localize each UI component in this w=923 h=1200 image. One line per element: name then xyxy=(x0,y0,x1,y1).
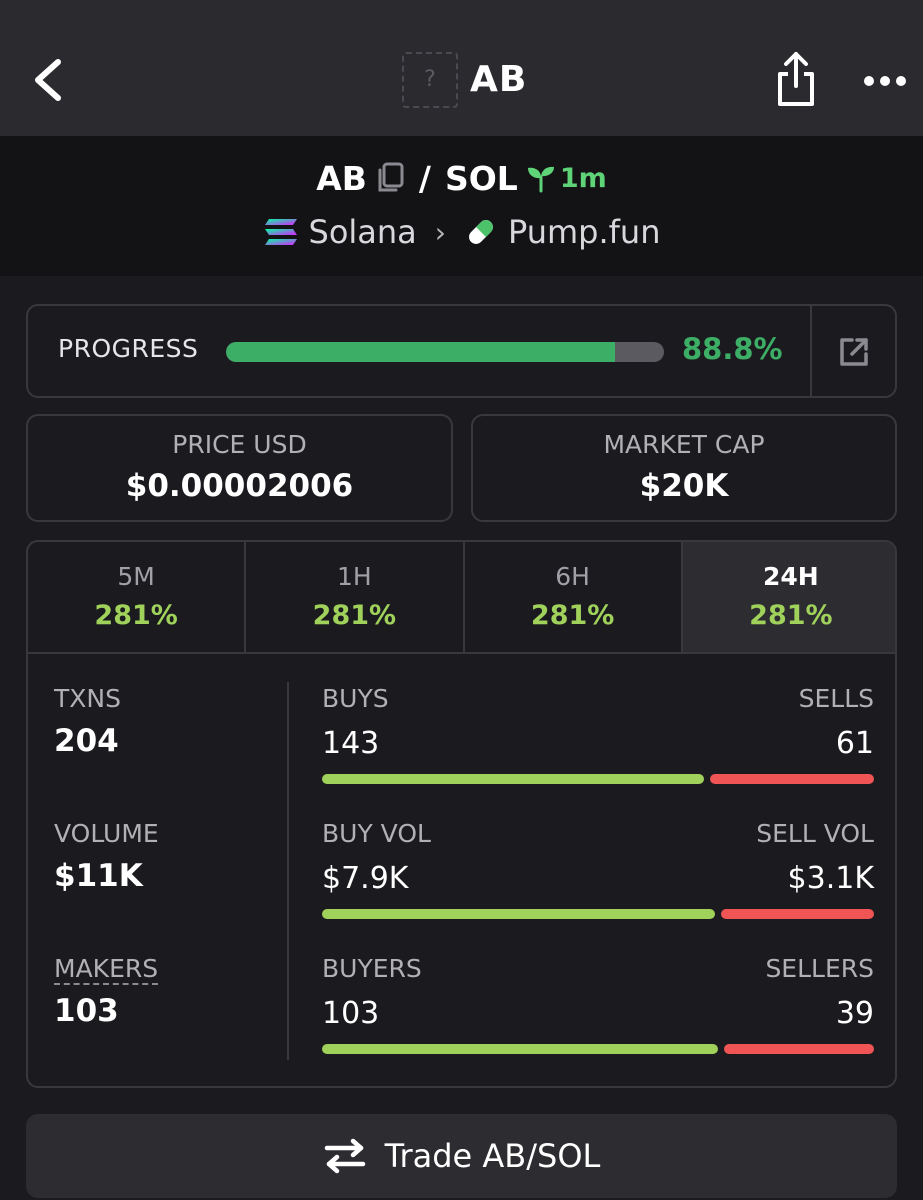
sell-bar xyxy=(724,1044,874,1054)
pair-separator: / xyxy=(418,158,431,198)
sells-value: 61 xyxy=(835,726,874,761)
sellers-label: SELLERS xyxy=(765,954,874,983)
back-button[interactable] xyxy=(28,52,72,108)
age-text: 1m xyxy=(559,162,607,194)
share-button[interactable] xyxy=(770,48,822,110)
sell-vol-label: SELL VOL xyxy=(756,819,874,848)
buys-sells-bar xyxy=(322,774,874,784)
market-cap-label: MARKET CAP xyxy=(603,430,765,459)
buy-sell-volume-row: BUY VOL SELL VOL $7.9K $3.1K xyxy=(322,819,874,929)
tab-label: 5M xyxy=(117,562,155,591)
sell-bar xyxy=(710,774,874,784)
solana-logo-icon xyxy=(264,219,297,245)
buyers-value: 103 xyxy=(322,996,380,1031)
sprout-icon xyxy=(527,166,554,193)
external-link-icon xyxy=(840,338,868,366)
buys-label: BUYS xyxy=(322,684,389,713)
market-cap-value: $20K xyxy=(639,468,729,504)
progress-label: PROGRESS xyxy=(58,334,199,363)
price-value: $0.00002006 xyxy=(125,468,354,504)
tab-change: 281% xyxy=(312,600,397,631)
progress-value: 88.8% xyxy=(682,332,783,366)
chevron-right-icon: › xyxy=(434,215,446,249)
base-symbol: AB xyxy=(316,158,367,198)
page-title: AB xyxy=(470,59,528,100)
tab-6h[interactable]: 6H 281% xyxy=(465,542,683,652)
copy-icon[interactable] xyxy=(375,161,405,195)
divider xyxy=(810,306,812,396)
buys-value: 143 xyxy=(322,726,380,761)
sell-vol-value: $3.1K xyxy=(787,861,874,896)
chain-link[interactable]: Solana xyxy=(308,213,417,251)
sell-bar xyxy=(721,909,874,919)
pair-age: 1m xyxy=(526,163,607,194)
tab-label: 24H xyxy=(763,562,819,591)
progress-bar xyxy=(226,342,664,362)
tab-change: 281% xyxy=(94,600,178,631)
buyers-sellers-row: BUYERS SELLERS 103 39 xyxy=(322,954,874,1064)
tab-change: 281% xyxy=(749,600,833,631)
tab-5m[interactable]: 5M 281% xyxy=(28,542,247,652)
txns-label: TXNS xyxy=(54,684,121,713)
more-options-button[interactable] xyxy=(862,66,908,96)
more-dots-icon xyxy=(864,76,906,86)
tab-1h[interactable]: 1H 281% xyxy=(246,542,465,652)
buy-vol-value: $7.9K xyxy=(322,861,409,896)
price-label: PRICE USD xyxy=(172,430,307,459)
buy-sell-volume-bar xyxy=(322,909,874,919)
buyers-sellers-bar xyxy=(322,1044,874,1054)
pill-icon xyxy=(469,220,493,244)
makers-metric: MAKERS 103 xyxy=(54,954,284,1029)
dex-link[interactable]: Pump.fun xyxy=(507,213,661,251)
tab-label: 6H xyxy=(555,562,590,591)
buy-bar xyxy=(322,774,704,784)
tab-24h[interactable]: 24H 281% xyxy=(682,542,895,652)
tab-label: 1H xyxy=(337,562,372,591)
sells-label: SELLS xyxy=(798,684,874,713)
token-thumbnail: ? xyxy=(402,52,458,108)
quote-symbol: SOL xyxy=(444,158,518,198)
swap-arrows-icon xyxy=(324,1138,365,1174)
progress-card: PROGRESS 88.8% xyxy=(26,304,897,398)
market-cap-card: MARKET CAP $20K xyxy=(471,414,897,522)
pair-header: AB / SOL 1m xyxy=(0,136,923,276)
buy-vol-label: BUY VOL xyxy=(322,819,431,848)
breadcrumb: Solana › Pump.fun xyxy=(0,210,923,254)
timeframe-tabs: 5M 281% 1H 281% 6H 281% 24H 281% xyxy=(28,542,895,654)
top-bar: ? AB xyxy=(0,0,923,136)
buy-bar xyxy=(322,909,715,919)
txns-value: 204 xyxy=(54,723,119,759)
price-usd-card: PRICE USD $0.00002006 xyxy=(26,414,453,522)
volume-metric: VOLUME $11K xyxy=(54,819,284,894)
stats-card: 5M 281% 1H 281% 6H 281% 24H 281% TXNS 20… xyxy=(26,540,897,1088)
external-link-button[interactable] xyxy=(836,334,872,370)
chevron-left-icon xyxy=(35,59,61,101)
divider xyxy=(287,682,289,1060)
trade-button[interactable]: Trade AB/SOL xyxy=(26,1114,897,1198)
volume-value: $11K xyxy=(54,858,143,894)
buys-sells-row: BUYS SELLS 143 61 xyxy=(322,684,874,794)
txns-metric: TXNS 204 xyxy=(54,684,284,759)
buy-bar xyxy=(322,1044,718,1054)
volume-label: VOLUME xyxy=(54,819,159,848)
makers-value: 103 xyxy=(54,993,119,1029)
trade-button-label: Trade AB/SOL xyxy=(384,1137,601,1175)
tab-change: 281% xyxy=(530,600,615,631)
makers-label[interactable]: MAKERS xyxy=(54,954,159,985)
sellers-value: 39 xyxy=(835,996,874,1031)
buyers-label: BUYERS xyxy=(322,954,422,983)
progress-bar-fill xyxy=(226,342,615,362)
share-icon xyxy=(778,52,814,106)
pair-line: AB / SOL 1m xyxy=(0,156,923,200)
